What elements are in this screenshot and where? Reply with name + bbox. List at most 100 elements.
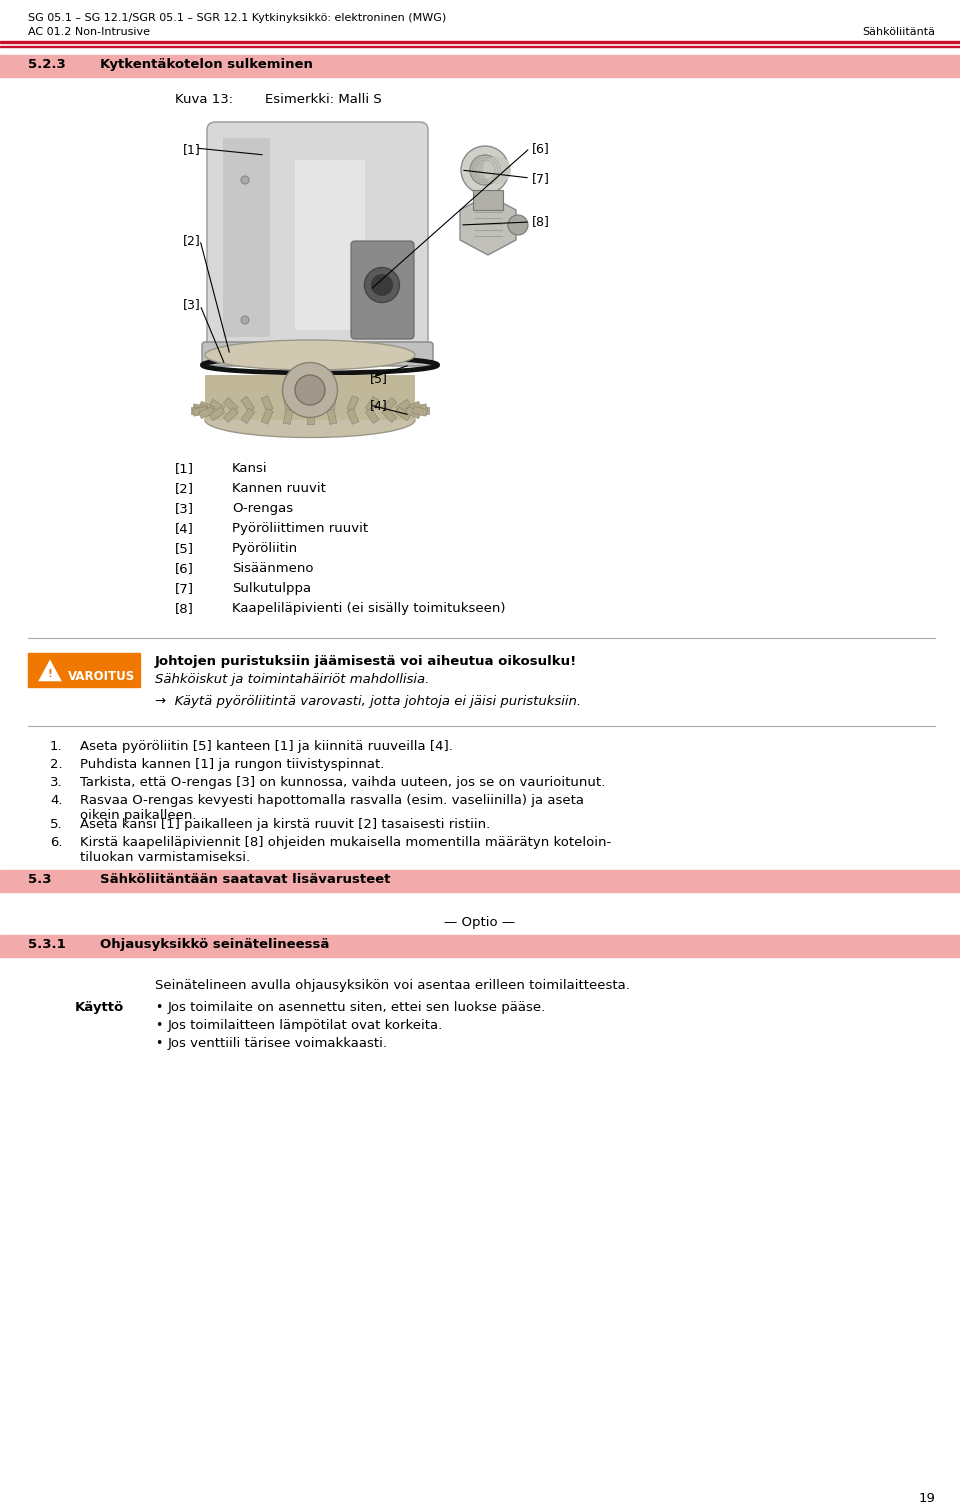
Polygon shape [406, 402, 421, 414]
Polygon shape [366, 408, 379, 423]
Text: Johtojen puristuksiin jäämisestä voi aiheutua oikosulku!: Johtojen puristuksiin jäämisestä voi aih… [155, 655, 577, 668]
Text: •: • [155, 1019, 162, 1032]
Text: 3.: 3. [50, 777, 62, 789]
Text: Kuva 13:: Kuva 13: [175, 93, 233, 105]
Text: 5.3.1: 5.3.1 [28, 938, 65, 951]
Text: AC 01.2 Non-Intrusive: AC 01.2 Non-Intrusive [28, 27, 150, 38]
Text: Rasvaa O-rengas kevyesti hapottomalla rasvalla (esim. vaseliinilla) ja aseta
oik: Rasvaa O-rengas kevyesti hapottomalla ra… [80, 795, 584, 822]
Ellipse shape [508, 215, 528, 235]
Text: O-rengas: O-rengas [232, 503, 293, 515]
FancyBboxPatch shape [207, 122, 428, 354]
Text: Kannen ruuvit: Kannen ruuvit [232, 482, 325, 495]
Polygon shape [306, 409, 314, 424]
Text: Sähköiskut ja toimintahäiriöt mahdollisia.: Sähköiskut ja toimintahäiriöt mahdollisi… [155, 673, 429, 686]
Bar [357, 349, 363, 360]
Bar [0, 870, 960, 892]
Polygon shape [396, 399, 411, 412]
Polygon shape [412, 403, 427, 414]
Ellipse shape [470, 155, 500, 185]
Polygon shape [382, 397, 396, 412]
Text: [5]: [5] [175, 542, 194, 555]
Polygon shape [396, 406, 411, 421]
Text: 5.3: 5.3 [28, 873, 52, 886]
Text: Jos venttiili tärisee voimakkaasti.: Jos venttiili tärisee voimakkaasti. [168, 1037, 388, 1050]
Polygon shape [193, 403, 207, 414]
Text: [3]: [3] [183, 298, 201, 312]
Ellipse shape [295, 375, 325, 405]
Polygon shape [327, 396, 337, 411]
Ellipse shape [205, 340, 415, 370]
Polygon shape [295, 160, 365, 330]
Polygon shape [209, 406, 225, 421]
Ellipse shape [371, 274, 393, 296]
Text: Aseta pyöröliitin [5] kanteen [1] ja kiinnitä ruuveilla [4].: Aseta pyöröliitin [5] kanteen [1] ja kii… [80, 740, 453, 752]
Text: [4]: [4] [175, 522, 194, 534]
Polygon shape [366, 396, 379, 412]
Bar [227, 349, 233, 360]
Text: [4]: [4] [370, 399, 388, 412]
Text: Käyttö: Käyttö [75, 1001, 124, 1014]
Text: [5]: [5] [370, 372, 388, 385]
Polygon shape [347, 409, 359, 424]
Bar [0, 935, 960, 957]
FancyBboxPatch shape [202, 342, 433, 366]
Text: [8]: [8] [175, 602, 194, 616]
Text: Esimerkki: Malli S: Esimerkki: Malli S [265, 93, 382, 105]
Polygon shape [223, 138, 270, 337]
Polygon shape [415, 406, 429, 414]
Text: Tarkista, että O-rengas [3] on kunnossa, vaihda uuteen, jos se on vaurioitunut.: Tarkista, että O-rengas [3] on kunnossa,… [80, 777, 605, 789]
Bar [0, 41, 960, 44]
Text: Pyöröliitin: Pyöröliitin [232, 542, 299, 555]
Text: Kirstä kaapeliläpiviennit [8] ohjeiden mukaisella momentilla määrätyn koteloin-
: Kirstä kaapeliläpiviennit [8] ohjeiden m… [80, 835, 612, 864]
Ellipse shape [241, 316, 249, 324]
Text: 5.2.3: 5.2.3 [28, 59, 65, 71]
Polygon shape [241, 408, 254, 423]
Polygon shape [199, 402, 214, 414]
Text: Sisäänmeno: Sisäänmeno [232, 561, 314, 575]
Polygon shape [193, 406, 207, 417]
Ellipse shape [282, 363, 338, 417]
Polygon shape [199, 406, 214, 418]
Text: [8]: [8] [532, 215, 550, 227]
Ellipse shape [205, 402, 415, 438]
Text: 19: 19 [918, 1491, 935, 1505]
Text: Kaapeliläpivienti (ei sisälly toimitukseen): Kaapeliläpivienti (ei sisälly toimitukse… [232, 602, 506, 616]
Polygon shape [37, 658, 63, 682]
Polygon shape [224, 408, 238, 423]
Text: 6.: 6. [50, 835, 62, 849]
Text: 4.: 4. [50, 795, 62, 807]
Text: — Optio —: — Optio — [444, 917, 516, 929]
Text: Kansi: Kansi [232, 462, 268, 476]
Text: Sähköliitäntä: Sähköliitäntä [862, 27, 935, 38]
Polygon shape [261, 409, 273, 424]
Ellipse shape [241, 176, 249, 184]
Text: VAROITUS: VAROITUS [68, 671, 135, 683]
Text: [3]: [3] [175, 503, 194, 515]
Polygon shape [347, 396, 359, 411]
FancyBboxPatch shape [351, 241, 414, 339]
Text: Aseta kansi [1] paikalleen ja kirstä ruuvit [2] tasaisesti ristiin.: Aseta kansi [1] paikalleen ja kirstä ruu… [80, 819, 491, 831]
Polygon shape [209, 399, 225, 412]
Bar [0, 56, 960, 77]
Text: [1]: [1] [175, 462, 194, 476]
Ellipse shape [365, 268, 399, 303]
Text: [2]: [2] [183, 233, 201, 247]
Text: [6]: [6] [175, 561, 194, 575]
Text: [7]: [7] [175, 582, 194, 594]
Text: [1]: [1] [183, 143, 201, 157]
Ellipse shape [461, 146, 509, 194]
Text: Jos toimilaite on asennettu siten, ettei sen luokse pääse.: Jos toimilaite on asennettu siten, ettei… [168, 1001, 546, 1014]
Text: 5.: 5. [50, 819, 62, 831]
Text: Puhdista kannen [1] ja rungon tiivistyspinnat.: Puhdista kannen [1] ja rungon tiivistysp… [80, 759, 384, 771]
Polygon shape [224, 397, 238, 412]
Text: Sulkutulppa: Sulkutulppa [232, 582, 311, 594]
Text: 2.: 2. [50, 759, 62, 771]
Text: SG 05.1 – SG 12.1/SGR 05.1 – SGR 12.1 Kytkinyksikkö: elektroninen (MWG): SG 05.1 – SG 12.1/SGR 05.1 – SGR 12.1 Ky… [28, 14, 446, 23]
Polygon shape [460, 196, 516, 254]
Text: →  Käytä pyöröliitintä varovasti, jotta johtoja ei jäisi puristuksiin.: → Käytä pyöröliitintä varovasti, jotta j… [155, 695, 581, 707]
Polygon shape [412, 406, 427, 417]
Text: [7]: [7] [532, 172, 550, 185]
Bar [28, 653, 140, 686]
Text: Seinätelineen avulla ohjausyksikön voi asentaa erilleen toimilaitteesta.: Seinätelineen avulla ohjausyksikön voi a… [155, 978, 630, 992]
Polygon shape [327, 409, 337, 424]
